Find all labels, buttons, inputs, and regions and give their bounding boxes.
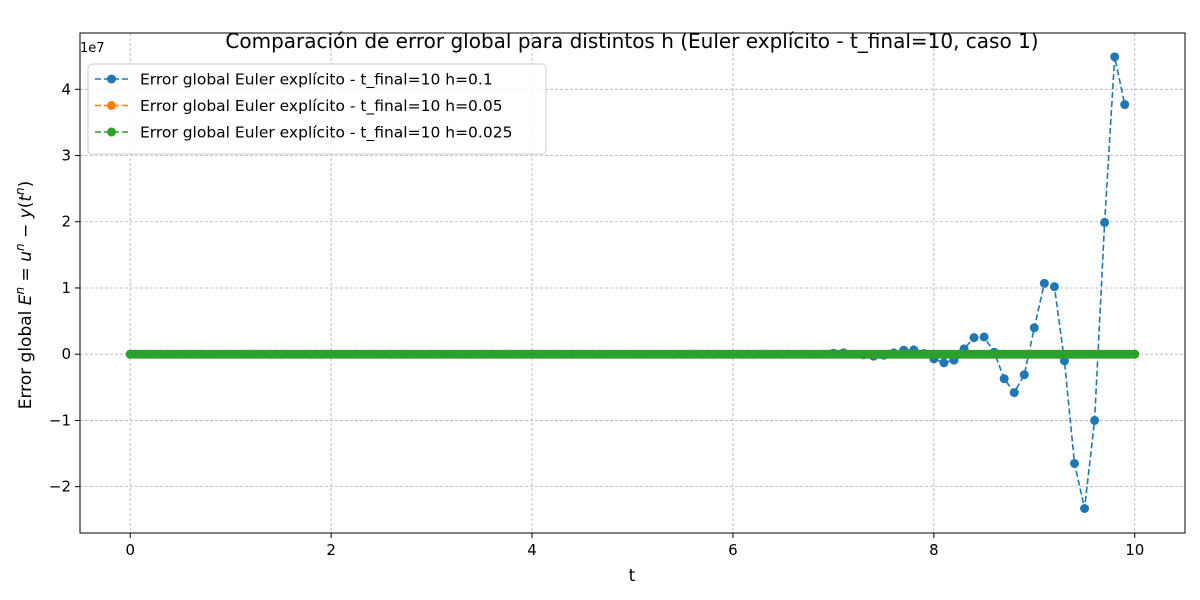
data-point [1100, 217, 1110, 227]
data-point [1049, 282, 1059, 292]
data-point [969, 333, 979, 343]
data-point [1029, 323, 1039, 333]
legend-entry: Error global Euler explícito - t_final=1… [95, 97, 503, 116]
data-point [979, 332, 989, 342]
axis-ticks: 0 2 4 6 8 10 −2 −1 0 1 2 3 4 [49, 80, 1144, 559]
x-axis-label: t [629, 566, 636, 586]
legend-swatch-marker [107, 127, 116, 137]
legend-swatch-marker [107, 74, 116, 84]
legend-swatch-marker [107, 101, 116, 110]
y-tick-label: −1 [49, 411, 71, 429]
y-axis-offset-label: 1e7 [80, 41, 105, 56]
legend: Error global Euler explícito - t_final=1… [87, 63, 547, 155]
y-tick-label: 4 [61, 80, 71, 98]
y-axis-label: Error global En = un − y(tn) [13, 181, 36, 410]
legend-entry: Error global Euler explícito - t_final=1… [95, 124, 512, 143]
data-point [1120, 100, 1130, 110]
x-tick-label: 10 [1125, 541, 1144, 559]
data-point [939, 358, 949, 368]
x-tick-label: 4 [527, 541, 537, 559]
plot-frame [79, 32, 1186, 534]
y-tick-label: 3 [61, 147, 71, 165]
x-tick-label: 0 [125, 541, 135, 559]
legend-box [87, 63, 547, 155]
chart-title: Comparación de error global para distint… [225, 29, 1038, 53]
data-point [1090, 415, 1100, 425]
legend-label: Error global Euler explícito - t_final=1… [140, 97, 503, 116]
data-point [1039, 278, 1049, 288]
legend-label: Error global Euler explícito - t_final=1… [140, 71, 493, 90]
data-point [1130, 349, 1140, 359]
x-tick-label: 8 [929, 541, 939, 559]
data-point [1019, 370, 1029, 380]
data-point [1009, 388, 1019, 398]
data-point [1080, 504, 1090, 513]
x-tick-label: 2 [326, 541, 336, 559]
legend-label: Error global Euler explícito - t_final=1… [140, 124, 512, 143]
y-tick-label: 0 [61, 345, 71, 363]
x-tick-label: 6 [728, 541, 738, 559]
series-2 [125, 349, 1140, 359]
y-tick-label: −2 [49, 478, 71, 496]
data-point [1110, 52, 1120, 62]
y-tick-label: 2 [61, 213, 71, 231]
legend-entry: Error global Euler explícito - t_final=1… [95, 71, 493, 90]
data-point [999, 374, 1009, 384]
series-layer [125, 52, 1140, 513]
y-tick-label: 1 [61, 279, 71, 297]
data-point [1070, 458, 1079, 468]
